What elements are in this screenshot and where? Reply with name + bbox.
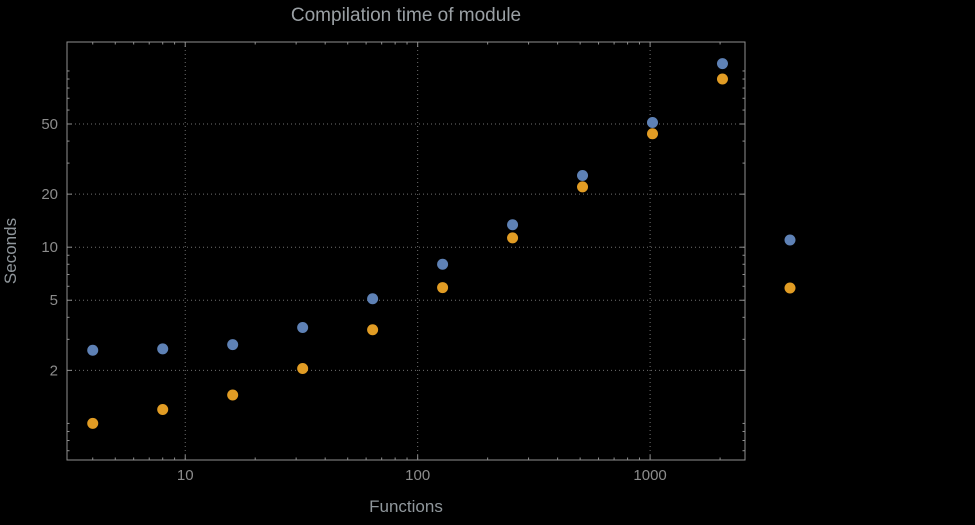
y-axis-label: Seconds	[1, 217, 20, 285]
legend-marker-orange	[784, 282, 796, 294]
plot-frame	[66, 41, 746, 461]
data-point-orange	[157, 403, 169, 415]
data-point-blue	[367, 293, 379, 305]
data-point-blue	[297, 322, 309, 334]
x-tick-label: 10	[177, 467, 194, 484]
chart-title: Compilation time of module	[290, 5, 522, 26]
data-point-orange	[437, 282, 449, 294]
data-point-blue	[577, 170, 589, 182]
data-point-orange	[87, 417, 99, 429]
data-point-orange	[367, 324, 379, 336]
data-point-blue	[227, 339, 239, 351]
y-tick-label: 10	[41, 239, 58, 256]
data-point-blue	[87, 344, 99, 356]
data-point-orange	[716, 73, 728, 85]
y-tick-label: 2	[50, 362, 58, 379]
y-tick-label: 5	[50, 292, 58, 309]
data-point-blue	[647, 116, 659, 128]
data-point-orange	[647, 128, 659, 140]
x-tick-label: 1000	[633, 467, 666, 484]
y-tick-label: 20	[41, 186, 58, 203]
data-point-blue	[157, 343, 169, 355]
data-point-blue	[507, 219, 519, 231]
x-tick-label: 100	[405, 467, 430, 484]
data-point-blue	[716, 58, 728, 70]
data-point-orange	[507, 232, 519, 244]
data-point-orange	[227, 389, 239, 401]
y-tick-label: 50	[41, 116, 58, 133]
data-point-orange	[577, 181, 589, 193]
data-point-blue	[437, 258, 449, 270]
x-axis-label: Functions	[369, 497, 443, 516]
legend-marker-blue	[784, 234, 796, 246]
data-point-orange	[297, 362, 309, 374]
